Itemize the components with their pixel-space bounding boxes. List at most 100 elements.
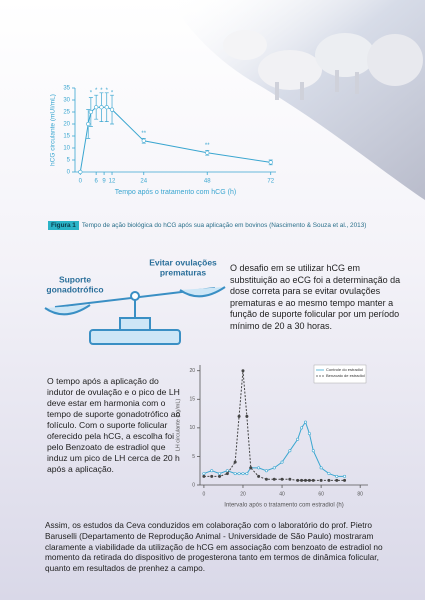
x-tick-label: 12: [109, 179, 116, 185]
data-point: [288, 477, 292, 481]
data-point: [280, 460, 284, 464]
y-tick-label: 0: [192, 482, 195, 488]
annotation: **: [205, 143, 210, 149]
data-point: [202, 472, 206, 476]
data-point: [205, 150, 210, 155]
data-point: [202, 474, 206, 478]
x-tick-label: 9: [102, 179, 106, 185]
data-point: [241, 472, 245, 476]
legend-label: Controle do estradiol: [326, 367, 363, 372]
data-point: [303, 420, 307, 424]
data-point: [210, 469, 214, 473]
paragraph: O desafio em se utilizar hCG em substitu…: [230, 263, 401, 331]
data-point: [272, 466, 276, 470]
data-point: [343, 474, 347, 478]
caption-text: Tempo de ação biológica do hCG após sua …: [81, 222, 367, 229]
y-axis-label: hCG circulante (mUI/mL): [50, 94, 57, 166]
annotation: *: [111, 90, 114, 96]
legend-label: Benzoato de estradiol: [326, 373, 365, 378]
annotation: *: [106, 88, 109, 94]
diagram-label: gonadotrófico: [46, 284, 103, 294]
scale-illustration: [44, 286, 226, 345]
paragraph: O tempo após a aplicação do indutor de o…: [47, 376, 181, 474]
data-point: [303, 478, 307, 482]
cattle-photo: [170, 0, 425, 200]
x-tick-label: 40: [279, 491, 285, 497]
data-point: [141, 138, 146, 143]
figure-caption: Figura 1 Tempo de ação biológica do hCG a…: [48, 221, 367, 230]
data-point: [225, 469, 229, 473]
y-tick-label: 5: [192, 454, 195, 460]
y-tick-label: 10: [189, 425, 195, 431]
data-point: [249, 466, 253, 470]
data-point: [88, 109, 93, 115]
legend-box: [313, 364, 367, 384]
data-point: [335, 474, 339, 478]
data-point: [307, 432, 311, 436]
x-tick-label: 24: [140, 179, 147, 185]
data-point: [264, 469, 268, 473]
data-point: [241, 369, 245, 373]
data-point: [280, 477, 284, 481]
data-point: [319, 478, 323, 482]
data-point: [225, 472, 229, 476]
data-point: [311, 449, 315, 453]
data-point: [245, 414, 249, 418]
data-point: [300, 426, 304, 430]
series-line: [203, 370, 345, 481]
data-point: [307, 478, 311, 482]
data-point: [237, 414, 241, 418]
x-tick-label: 0: [79, 179, 83, 185]
data-point: [311, 478, 315, 482]
data-point: [343, 478, 347, 482]
y-tick-label: 5: [67, 158, 71, 164]
x-tick-label: 80: [357, 491, 363, 497]
x-axis-label: Intervalo após o tratamento com estradio…: [224, 503, 343, 509]
data-point: [218, 474, 222, 478]
data-point: [300, 478, 304, 482]
data-point: [109, 107, 115, 112]
data-point: [296, 478, 300, 482]
data-point: [104, 105, 109, 110]
x-tick-label: 48: [204, 179, 211, 185]
y-tick-label: 10: [63, 146, 70, 152]
data-point: [218, 472, 222, 476]
annotation: **: [141, 131, 146, 137]
y-tick-label: 15: [63, 134, 70, 140]
x-tick-label: 20: [240, 491, 246, 497]
data-point: [257, 474, 261, 478]
y-tick-label: 25: [63, 110, 70, 116]
annotation: *: [100, 88, 103, 94]
diagram-label: Evitar ovulações: [149, 257, 217, 267]
y-tick-label: 15: [189, 397, 195, 403]
data-point: [327, 478, 331, 482]
data-point: [272, 477, 276, 481]
y-tick-label: 20: [189, 368, 195, 374]
annotation: *: [95, 88, 98, 94]
x-tick-label: 72: [267, 179, 274, 185]
data-point: [245, 472, 249, 476]
y-tick-label: 30: [63, 98, 70, 104]
data-point: [264, 477, 268, 481]
data-point: [237, 472, 241, 476]
data-point: [257, 466, 261, 470]
x-tick-label: 6: [94, 179, 98, 185]
diagram-label: Suporte: [59, 274, 91, 284]
data-point: [233, 472, 237, 476]
data-point: [288, 449, 292, 453]
data-point: [233, 460, 237, 464]
diagram-label: prematuras: [160, 267, 207, 277]
x-tick-label: 0: [203, 491, 206, 497]
y-axis-label: LH circulante (ng/mL): [175, 399, 181, 452]
data-point: [78, 169, 83, 175]
y-tick-label: 35: [63, 86, 70, 92]
series-line: [79, 106, 271, 173]
data-point: [99, 105, 104, 110]
y-tick-label: 20: [63, 122, 70, 128]
data-point: [210, 474, 214, 478]
y-tick-label: 0: [67, 170, 71, 176]
paragraph: Assim, os estudos da Ceva conduzidos em …: [45, 520, 383, 574]
data-point: [319, 466, 323, 470]
